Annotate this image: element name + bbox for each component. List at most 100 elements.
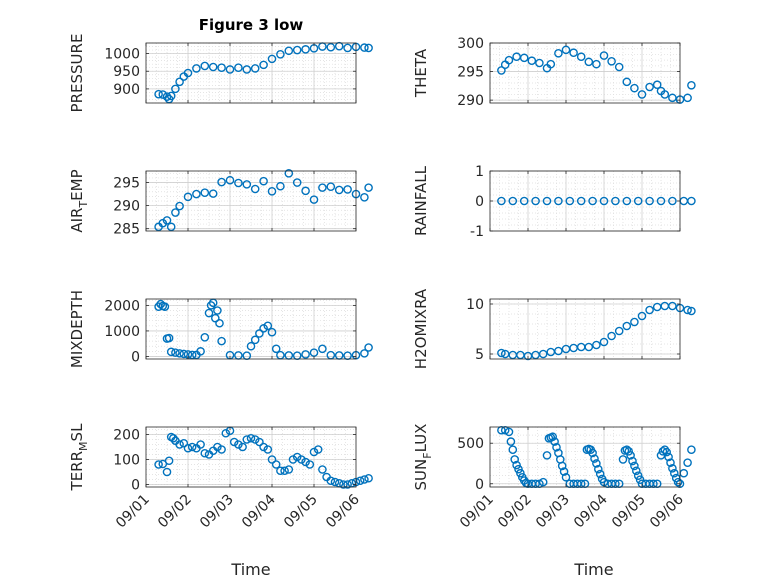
data-point (628, 456, 637, 466)
y-tick-label: 200 (113, 428, 140, 444)
data-point (637, 90, 647, 99)
data-point (645, 305, 654, 315)
data-point (508, 196, 518, 206)
data-point (166, 222, 176, 232)
data-point (225, 175, 235, 185)
data-point (666, 458, 675, 467)
data-point (156, 299, 165, 309)
data-point (334, 185, 344, 195)
data-point (554, 346, 563, 356)
subplot-5: 5 10 H2OMIXRA (412, 288, 696, 369)
data-point (164, 456, 174, 466)
data-point (263, 445, 273, 454)
data-point (588, 196, 597, 206)
axes-box (489, 298, 681, 360)
data-point (542, 451, 552, 460)
y-tick-label: 0 (131, 478, 140, 494)
x-tick-label: 09/06 (647, 491, 687, 531)
data-point (246, 341, 256, 351)
data-point (531, 196, 540, 206)
major-grid (490, 427, 680, 487)
data-point (538, 477, 548, 487)
data-point (250, 335, 260, 345)
tick-marks (489, 427, 681, 487)
data-point (208, 189, 218, 198)
y-axis-label: AIRTEMP (68, 169, 90, 232)
data-point (234, 63, 243, 73)
data-point (192, 189, 201, 199)
y-axis-label: TERRMSL (68, 423, 90, 492)
data-point (200, 188, 210, 197)
y-axis-label: PRESSURE (68, 34, 86, 113)
data-point (267, 187, 277, 196)
data-point (607, 56, 616, 66)
data-point (263, 321, 273, 331)
data-point (668, 464, 677, 473)
data-point (166, 347, 176, 357)
data-point (301, 186, 310, 196)
x-tick-label: 09/05 (609, 492, 649, 532)
data-point (210, 313, 220, 323)
data-point (242, 180, 252, 189)
data-point (246, 433, 256, 443)
data-point (635, 475, 645, 485)
y-tick-label: 1 (475, 164, 484, 180)
y-axis-label: THETA (412, 48, 430, 98)
data-point (204, 308, 214, 318)
y-tick-label: 290 (457, 93, 484, 109)
x-tick-label: 09/04 (239, 491, 279, 531)
data-point (154, 460, 163, 469)
data-point (326, 182, 336, 191)
data-point (687, 306, 696, 316)
data-point (542, 196, 552, 206)
axes-box (145, 298, 357, 360)
data-point (630, 317, 639, 327)
data-point (687, 196, 696, 206)
x-tick-label: 09/05 (281, 492, 321, 532)
data-point (234, 440, 243, 449)
data-point (200, 61, 210, 71)
data-point (683, 305, 692, 315)
data-point (584, 57, 594, 67)
data-point (622, 445, 632, 455)
data-point (559, 467, 569, 476)
data-point (599, 51, 609, 60)
minor-grid (490, 42, 680, 103)
data-point (326, 42, 336, 52)
data-point (154, 89, 163, 99)
data-point (632, 466, 641, 476)
data-point (217, 63, 226, 73)
data-point (364, 343, 373, 352)
y-tick-label: 10 (466, 297, 484, 313)
data-point (355, 476, 365, 486)
data-point (179, 349, 189, 359)
minor-grid (146, 427, 356, 487)
x-tick-label: 09/06 (323, 491, 363, 531)
data-point (292, 452, 302, 462)
y-tick-label: 295 (457, 65, 484, 81)
data-point (552, 442, 561, 452)
y-tick-label: 950 (113, 64, 140, 80)
data-point (670, 468, 679, 478)
y-tick-label: 0 (475, 194, 484, 210)
data-point (229, 437, 239, 447)
data-point (554, 48, 563, 58)
y-tick-label: 0 (131, 349, 140, 365)
data-point (360, 43, 369, 52)
data-point (687, 80, 696, 90)
data-point (497, 196, 506, 206)
data-point (192, 64, 201, 73)
x-tick-label: 09/01 (113, 492, 153, 532)
data-point (313, 445, 323, 454)
data-point (206, 301, 216, 310)
data-point (497, 66, 506, 75)
data-point (276, 466, 285, 476)
data-point (626, 451, 635, 460)
data-point (576, 196, 586, 206)
data-point (171, 208, 180, 217)
data-point (343, 185, 352, 194)
data-point (514, 464, 523, 474)
data-point (645, 196, 654, 206)
